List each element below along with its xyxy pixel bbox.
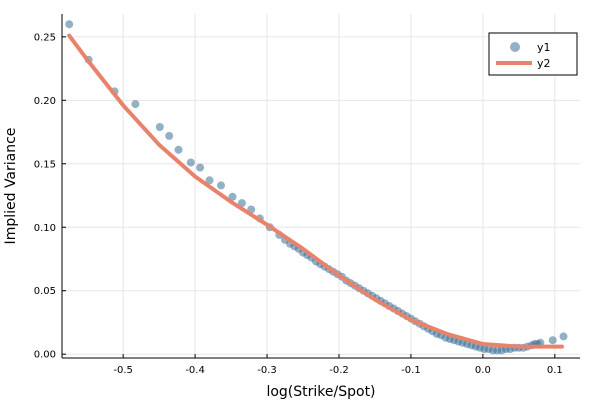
scatter-point bbox=[205, 176, 214, 185]
scatter-point bbox=[196, 163, 205, 172]
x-tick-label: 0.0 bbox=[475, 365, 491, 376]
plot-area bbox=[65, 20, 568, 355]
fit-line bbox=[67, 33, 564, 349]
y-tick-label: 0.15 bbox=[34, 159, 56, 170]
scatter-point bbox=[65, 20, 74, 29]
x-tick-label: -0.5 bbox=[113, 365, 133, 376]
scatter-point bbox=[155, 123, 164, 131]
scatter-point bbox=[228, 192, 237, 201]
y-tick-label: 0.25 bbox=[34, 32, 56, 43]
x-tick-label: -0.3 bbox=[257, 365, 277, 376]
y-tick-label: 0.20 bbox=[34, 96, 56, 107]
scatter-point bbox=[559, 332, 568, 341]
scatter-point bbox=[131, 100, 140, 109]
legend-box bbox=[488, 32, 578, 76]
y-ticks: 0.00 0.05 0.10 0.15 0.20 0.25 bbox=[34, 32, 66, 361]
x-tick-label: 0.1 bbox=[547, 365, 563, 376]
scatter-point bbox=[217, 181, 225, 190]
axes bbox=[61, 14, 580, 359]
x-tick-label: -0.1 bbox=[401, 365, 421, 376]
scatter-point bbox=[237, 199, 246, 208]
legend: y1 y2 bbox=[488, 32, 578, 76]
x-ticks: -0.5 -0.4 -0.3 -0.2 -0.1 0.0 0.1 bbox=[113, 354, 563, 376]
x-tick-label: -0.2 bbox=[329, 365, 349, 376]
y-tick-label: 0.00 bbox=[34, 350, 56, 361]
scatter-point bbox=[174, 145, 183, 154]
legend-y2-label: y2 bbox=[537, 57, 551, 70]
scatter-point bbox=[186, 158, 195, 167]
scatter-point bbox=[548, 336, 557, 345]
x-axis-title: log(Strike/Spot) bbox=[266, 384, 375, 400]
legend-y1-marker bbox=[510, 42, 520, 52]
y-tick-label: 0.10 bbox=[34, 223, 56, 234]
y-axis-title: Implied Variance bbox=[3, 128, 19, 245]
scatter-point bbox=[165, 131, 174, 140]
y-tick-label: 0.05 bbox=[34, 286, 56, 297]
x-tick-label: -0.4 bbox=[185, 365, 205, 376]
legend-y1-label: y1 bbox=[537, 41, 551, 54]
